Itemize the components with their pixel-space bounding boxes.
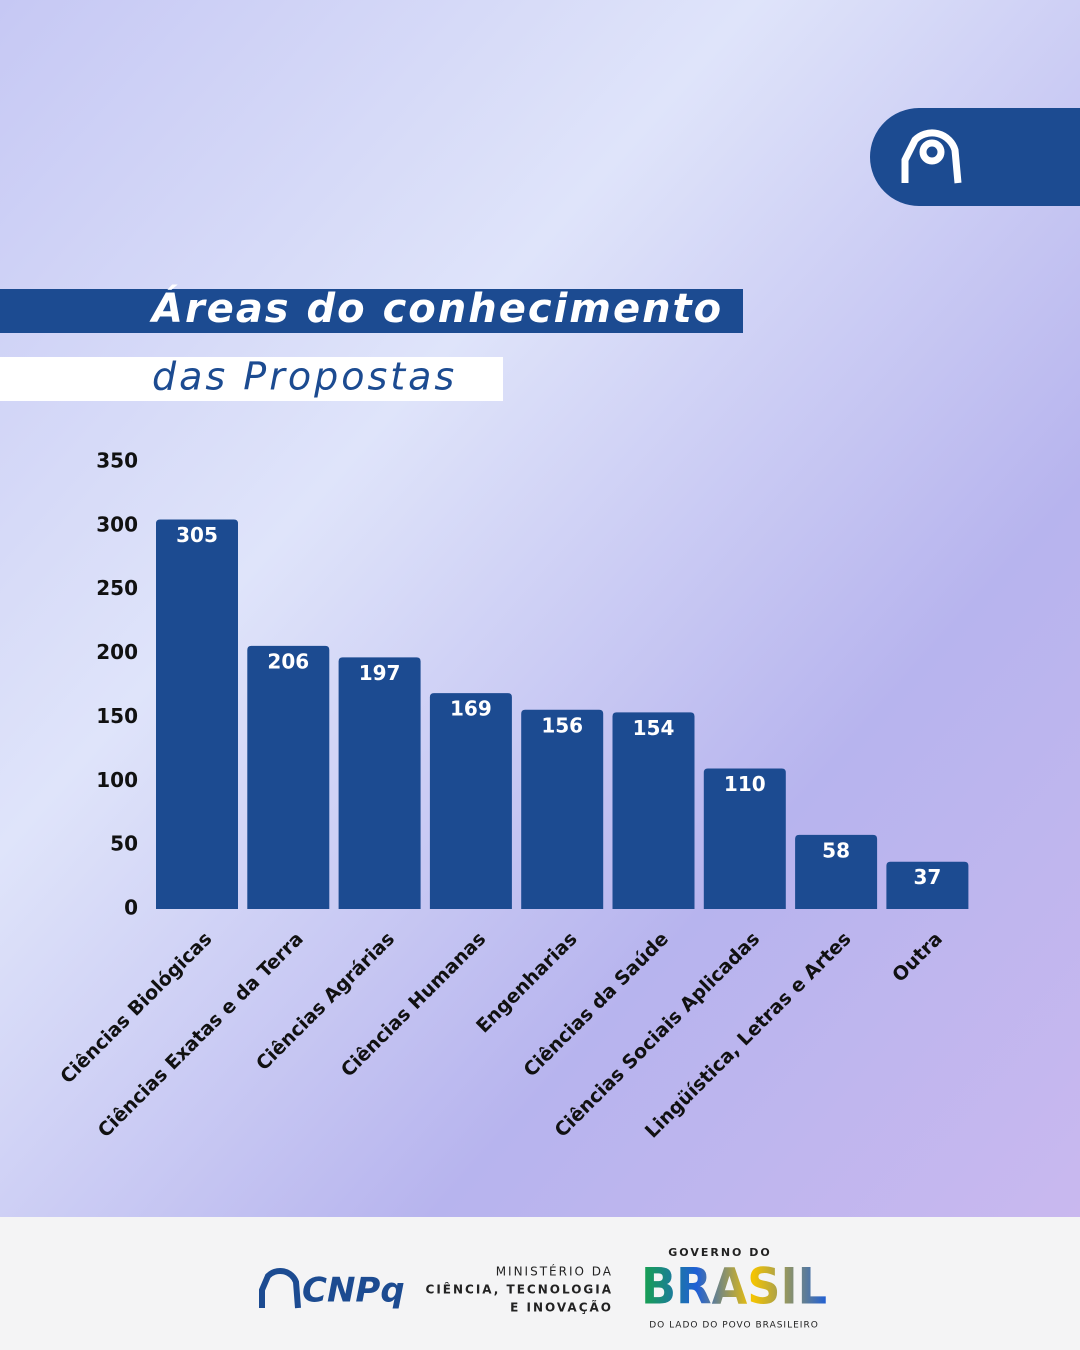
value-label: 197 [359, 661, 401, 685]
ministry-line: MINISTÉRIO DA [496, 1264, 613, 1279]
footer-band [0, 1217, 1080, 1350]
bar [521, 709, 604, 909]
cnpq-logo: CNPq [302, 1271, 405, 1311]
bar [886, 861, 969, 909]
y-tick-label: 300 [96, 512, 138, 536]
value-label: 58 [822, 838, 850, 862]
bar [429, 693, 512, 909]
bar [795, 834, 878, 909]
value-label: 156 [541, 713, 583, 737]
government-label: GOVERNO DO [668, 1246, 771, 1259]
ministry-line: E INOVAÇÃO [510, 1300, 613, 1315]
brasil-logo: BRASIL [641, 1258, 827, 1316]
logo-tab [870, 108, 1080, 206]
footer: CNPq MINISTÉRIO DA CIÊNCIA, TECNOLOGIA E… [259, 1246, 827, 1331]
cnpq-icon [259, 1267, 301, 1309]
chart-subtitle: das Propostas [152, 355, 457, 399]
value-label: 154 [633, 716, 675, 740]
chart-title: Áreas do conhecimento [149, 284, 723, 332]
y-tick-label: 100 [96, 768, 138, 792]
y-tick-label: 200 [96, 640, 138, 664]
value-label: 37 [913, 865, 941, 889]
logo-icon [901, 129, 962, 184]
y-tick-label: 150 [96, 704, 138, 728]
bar [703, 768, 786, 909]
y-tick-label: 350 [96, 449, 138, 473]
slogan: DO LADO DO POVO BRASILEIRO [649, 1321, 819, 1331]
y-tick-label: 50 [110, 832, 138, 856]
y-tick-label: 250 [96, 576, 138, 600]
value-label: 305 [176, 523, 218, 547]
bar [247, 645, 330, 909]
title-band [0, 289, 743, 333]
bar [156, 519, 238, 909]
y-tick-label: 0 [124, 896, 138, 920]
value-label: 110 [724, 772, 766, 796]
ministry-line: CIÊNCIA, TECNOLOGIA [426, 1282, 613, 1297]
subtitle-band [0, 357, 503, 401]
bar [338, 657, 421, 909]
value-label: 206 [267, 649, 309, 673]
value-label: 169 [450, 697, 492, 721]
bar [612, 712, 695, 909]
